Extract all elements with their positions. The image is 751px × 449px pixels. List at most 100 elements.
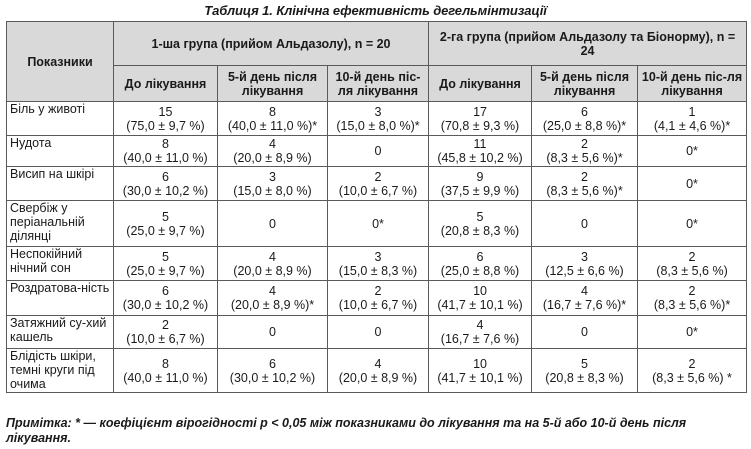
table-cell: 2 (8,3 ± 5,6 %)* xyxy=(531,166,639,201)
table-caption: Таблиця 1. Клінічна ефективність дегельм… xyxy=(204,3,547,18)
cell-count: 4 xyxy=(476,318,484,332)
table-cell: 0* xyxy=(637,315,748,349)
cell-percent: (25,0 ± 9,7 %) xyxy=(126,263,205,278)
cell-count: 15 xyxy=(158,104,173,119)
table-cell: 9 (37,5 ± 9,9 %) xyxy=(428,166,533,201)
row-indicator-label: Роздратова-ність xyxy=(6,280,114,316)
table-cell: 0* xyxy=(637,200,748,247)
cell-count: 3 xyxy=(374,104,382,119)
cell-count: 8 xyxy=(162,356,169,371)
cell-count: 17 xyxy=(473,104,487,119)
cell-percent: (20,0 ± 8,9 %) xyxy=(338,370,418,385)
table-footnote: Примітка: * — коефіцієнт вірогідності р … xyxy=(6,416,687,445)
table-cell: 5 (20,8 ± 8,3 %) xyxy=(428,200,533,247)
row-indicator-label: Блідість шкіри, темні круги під очима xyxy=(6,348,114,393)
table-cell: 6 (25,0 ± 8,8 %)* xyxy=(531,101,639,136)
cell-percent: (40,0 ± 11,0 %)* xyxy=(227,118,318,133)
cell-percent: (10,0 ± 6,7 %) xyxy=(338,183,418,198)
cell-count: 0 xyxy=(581,325,588,339)
table-cell: 10 (41,7 ± 10,1 %) xyxy=(428,280,533,316)
cell-count: 2 xyxy=(581,137,588,151)
table-cell: 4 (20,0 ± 8,9 %)* xyxy=(217,280,328,316)
table-cell: 1 (4,1 ± 4,6 %)* xyxy=(637,101,748,136)
cell-count: 6 xyxy=(476,249,484,264)
table-cell: 0 xyxy=(217,315,328,349)
subheader-g1-day5: 5-й день після лікування xyxy=(217,65,328,102)
table-cell: 3 (12,5 ± 6,6 %) xyxy=(531,246,639,281)
table-cell: 2 (10,0 ± 6,7 %) xyxy=(113,315,218,349)
table-cell: 5 (25,0 ± 9,7 %) xyxy=(113,200,218,247)
cell-count: 10 xyxy=(473,356,487,371)
table-cell: 4 (20,0 ± 8,9 %) xyxy=(217,135,328,167)
cell-count: 1 xyxy=(688,104,696,119)
cell-count: 4 xyxy=(269,137,276,151)
cell-percent: (12,5 ± 6,6 %) xyxy=(545,263,624,278)
table-cell: 2 (8,3 ± 5,6 %) * xyxy=(637,348,748,393)
table-cell: 8 (40,0 ± 11,0 %) xyxy=(113,135,218,167)
cell-count: 2 xyxy=(374,169,382,184)
table-cell: 3 (15,0 ± 8,3 %) xyxy=(326,246,430,281)
cell-count: 0 xyxy=(374,144,382,158)
cell-count: 6 xyxy=(162,284,169,298)
cell-count: 5 xyxy=(162,209,169,224)
header-indicators: Показники xyxy=(6,21,114,102)
table-row: Біль у животі 15 (75,0 ± 9,7 %) 8 (40,0 ± 11… xyxy=(6,101,748,136)
cell-count: 2 xyxy=(374,284,382,298)
cell-percent: (40,0 ± 11,0 %) xyxy=(123,370,208,385)
cell-percent: (20,8 ± 8,3 %) xyxy=(545,370,624,385)
cell-count: 2 xyxy=(688,284,696,298)
cell-percent: (8,3 ± 5,6 %) * xyxy=(652,370,732,385)
subheader-g2-day10: 10-й день піс-ля лікування xyxy=(637,65,748,102)
cell-count: 0* xyxy=(686,216,698,231)
cell-count: 0 xyxy=(374,325,382,339)
table-row: Нудота 8 (40,0 ± 11,0 %) 4 (20,0 ± 8,9 %) 0 11… xyxy=(6,135,748,167)
table-cell: 6 (30,0 ± 10,2 %) xyxy=(217,348,328,393)
table-cell: 0 xyxy=(326,135,430,167)
row-indicator-label: Затяжний су-хий кашель xyxy=(6,315,114,349)
cell-count: 4 xyxy=(269,284,276,298)
table-cell: 8 (40,0 ± 11,0 %) xyxy=(113,348,218,393)
header-group-2: 2-га група (прийом Альдазолу та Біонорму… xyxy=(428,21,748,66)
cell-percent: (15,0 ± 8,0 %)* xyxy=(336,118,420,133)
table-cell: 5 (20,8 ± 8,3 %) xyxy=(531,348,639,393)
cell-percent: (40,0 ± 11,0 %) xyxy=(123,151,208,165)
table-row: Затяжний су-хий кашель 2 (10,0 ± 6,7 %) 0 0 4… xyxy=(6,315,748,349)
cell-percent: (45,8 ± 10,2 %) xyxy=(437,151,523,165)
cell-count: 5 xyxy=(581,356,588,371)
cell-count: 6 xyxy=(162,169,169,184)
subheader-g1-day10: 10-й день піс-ля лікування xyxy=(326,65,430,102)
table-row: Роздратова-ність 6 (30,0 ± 10,2 %) 4 (20,0 ±… xyxy=(6,280,748,316)
table-cell: 0* xyxy=(326,200,430,247)
table-cell: 5 (25,0 ± 9,7 %) xyxy=(113,246,218,281)
cell-percent: (8,3 ± 5,6 %)* xyxy=(653,298,731,312)
cell-count: 4 xyxy=(269,249,276,264)
cell-percent: (20,8 ± 8,3 %) xyxy=(440,223,520,238)
row-indicator-label: Неспокійний нічний сон xyxy=(6,246,114,281)
table-cell: 0* xyxy=(637,166,748,201)
cell-percent: (16,7 ± 7,6 %)* xyxy=(542,298,627,312)
table-cell: 0 xyxy=(326,315,430,349)
cell-count: 0* xyxy=(686,144,698,158)
subheader-g2-day5: 5-й день після лікування xyxy=(531,65,639,102)
cell-count: 0* xyxy=(686,325,698,339)
cell-count: 8 xyxy=(269,104,276,119)
cell-percent: (25,0 ± 8,8 %) xyxy=(440,263,520,278)
table-cell: 3 (15,0 ± 8,0 %) xyxy=(217,166,328,201)
cell-percent: (30,0 ± 10,2 %) xyxy=(229,370,316,385)
cell-percent: (25,0 ± 9,7 %) xyxy=(126,223,205,238)
table-cell: 8 (40,0 ± 11,0 %)* xyxy=(217,101,328,136)
cell-count: 3 xyxy=(269,169,276,184)
table-cell: 2 (8,3 ± 5,6 %)* xyxy=(637,280,748,316)
cell-percent: (20,0 ± 8,9 %) xyxy=(233,263,312,278)
table-cell: 0 xyxy=(217,200,328,247)
cell-percent: (41,7 ± 10,1 %) xyxy=(437,370,523,385)
cell-count: 2 xyxy=(581,169,588,184)
table-cell: 3 (15,0 ± 8,0 %)* xyxy=(326,101,430,136)
cell-count: 4 xyxy=(374,356,382,371)
cell-count: 4 xyxy=(581,284,588,298)
table-cell: 6 (25,0 ± 8,8 %) xyxy=(428,246,533,281)
cell-percent: (30,0 ± 10,2 %) xyxy=(122,183,209,198)
cell-percent: (41,7 ± 10,1 %) xyxy=(437,298,523,312)
row-indicator-label: Біль у животі xyxy=(6,101,114,136)
cell-percent: (75,0 ± 9,7 %) xyxy=(126,118,205,133)
